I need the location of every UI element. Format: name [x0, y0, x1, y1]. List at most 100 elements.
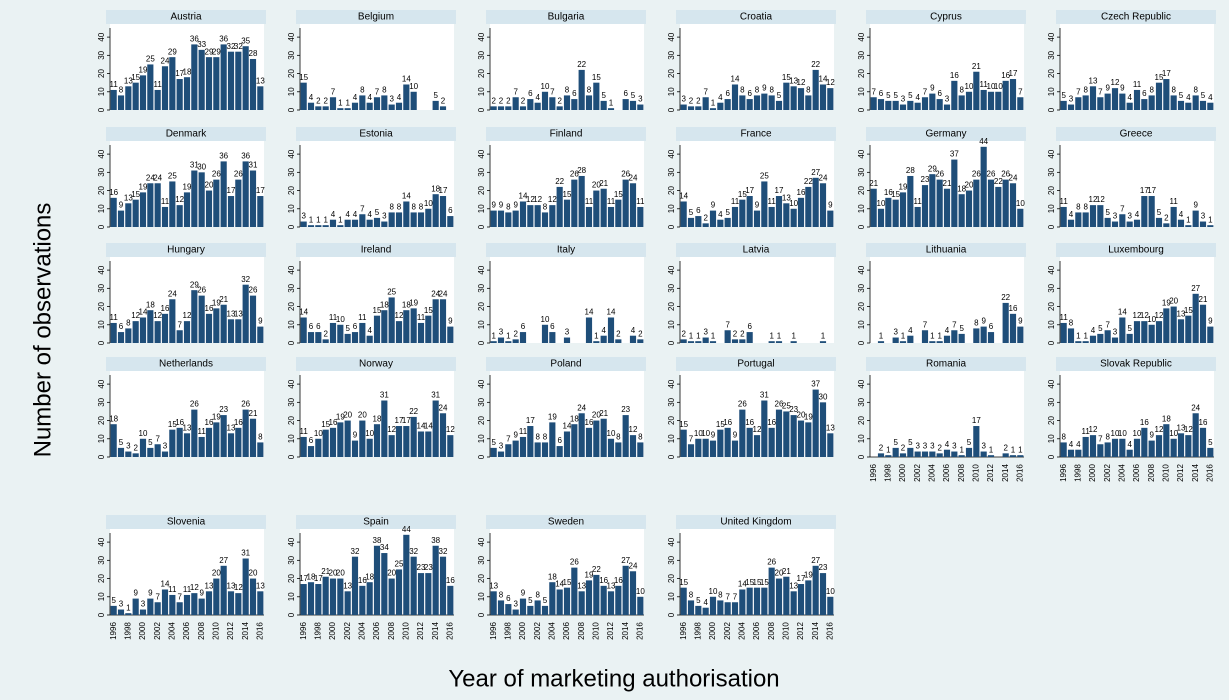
bar — [154, 321, 161, 343]
y-tick-label: 20 — [97, 69, 106, 78]
bar-value-label: 8 — [1083, 86, 1088, 95]
bar-value-label: 29 — [928, 164, 937, 173]
y-tick-label: 30 — [857, 397, 866, 406]
y-tick-label: 0 — [97, 340, 106, 345]
bar-value-label: 1 — [791, 331, 796, 340]
bar-value-label: 4 — [915, 93, 920, 102]
bar — [768, 567, 775, 615]
bar — [403, 84, 410, 110]
bar — [235, 179, 242, 227]
bar-value-label: 12 — [446, 425, 455, 434]
bar-value-label: 9 — [199, 589, 204, 598]
bar-value-label: 18 — [402, 300, 411, 309]
bar — [877, 341, 885, 343]
bar — [169, 57, 176, 110]
bar-value-label: 8 — [506, 203, 511, 212]
bar — [622, 565, 629, 615]
x-tick-label: 2012 — [986, 464, 995, 482]
bar-value-label: 15 — [614, 190, 623, 199]
bar-value-label: 9 — [762, 84, 767, 93]
bar — [1199, 304, 1207, 343]
bar — [1155, 435, 1163, 457]
bar — [907, 175, 914, 227]
bar — [329, 322, 337, 343]
bar-value-label: 10 — [1147, 315, 1156, 324]
bar — [490, 591, 497, 615]
bar-value-label: 1 — [338, 215, 343, 224]
bar — [892, 100, 899, 110]
bar-value-label: 7 — [725, 592, 730, 601]
bar-value-label: 5 — [893, 91, 898, 100]
bar-value-label: 35 — [241, 36, 250, 45]
bar — [110, 197, 117, 227]
bar-value-label: 15 — [424, 306, 433, 315]
bar-value-label: 3 — [499, 328, 504, 337]
bar — [702, 438, 709, 457]
bar — [490, 447, 497, 457]
bar-value-label: 17 — [314, 574, 323, 583]
panel-title: Sweden — [548, 517, 584, 528]
y-tick-label: 0 — [287, 340, 296, 345]
bar — [753, 210, 761, 227]
bar-value-label: 8 — [1069, 319, 1074, 328]
bar — [1133, 321, 1141, 343]
bar-value-label: 19 — [899, 182, 908, 191]
bar-value-label: 12 — [175, 195, 184, 204]
bar — [615, 339, 622, 343]
bar-value-label: 8 — [718, 591, 723, 600]
bar-value-label: 2 — [323, 329, 328, 338]
bar — [1002, 302, 1009, 343]
y-tick-label: 40 — [1047, 149, 1056, 158]
bar — [615, 199, 622, 227]
bar — [373, 424, 381, 457]
bar — [220, 44, 227, 110]
panel-title: Poland — [550, 359, 581, 370]
bar — [220, 161, 227, 227]
bar — [300, 436, 307, 457]
bar-value-label: 25 — [782, 402, 791, 411]
bar-value-label: 2 — [491, 96, 496, 105]
y-tick-label: 10 — [97, 434, 106, 443]
bar-value-label: 4 — [331, 210, 336, 219]
bar-value-label: 44 — [402, 525, 411, 534]
bar-value-label: 12 — [1133, 311, 1142, 320]
bar — [973, 426, 980, 457]
bar-value-label: 15 — [891, 190, 900, 199]
bar — [1133, 219, 1141, 227]
bar-value-label: 9 — [1105, 84, 1110, 93]
x-tick-label: 2002 — [533, 622, 542, 640]
bar-value-label: 22 — [555, 177, 564, 186]
y-tick-label: 30 — [1047, 50, 1056, 59]
y-tick-label: 20 — [1047, 69, 1056, 78]
bar-value-label: 13 — [789, 76, 798, 85]
bar — [549, 205, 556, 227]
bar-value-label: 5 — [111, 596, 116, 605]
y-tick-label: 10 — [97, 592, 106, 601]
bar-value-label: 9 — [1149, 431, 1154, 440]
bar — [1082, 95, 1089, 110]
bar-value-label: 1 — [1083, 331, 1088, 340]
bar — [447, 216, 454, 227]
x-tick-label: 1996 — [489, 622, 498, 640]
bar — [1185, 315, 1192, 343]
bar-value-label: 25 — [760, 172, 769, 181]
bar-value-label: 15 — [168, 420, 177, 429]
bar-value-label: 10 — [789, 199, 798, 208]
bar-value-label: 21 — [869, 179, 878, 188]
bar — [724, 602, 731, 615]
bar — [541, 324, 549, 343]
bar-value-label: 32 — [241, 275, 250, 284]
y-tick-label: 40 — [287, 379, 296, 388]
bar-value-label: 8 — [126, 319, 131, 328]
bar-value-label: 15 — [592, 73, 601, 82]
bar — [1192, 95, 1199, 110]
x-tick-label: 2004 — [167, 622, 176, 640]
bar-value-label: 15 — [679, 578, 688, 587]
x-tick-label: 1996 — [109, 622, 118, 640]
bar-value-label: 12 — [1089, 195, 1098, 204]
bar-value-label: 6 — [696, 206, 701, 215]
bar-value-label: 34 — [380, 543, 389, 552]
bar — [1185, 102, 1192, 110]
bar — [907, 100, 914, 110]
bar — [1155, 321, 1163, 343]
